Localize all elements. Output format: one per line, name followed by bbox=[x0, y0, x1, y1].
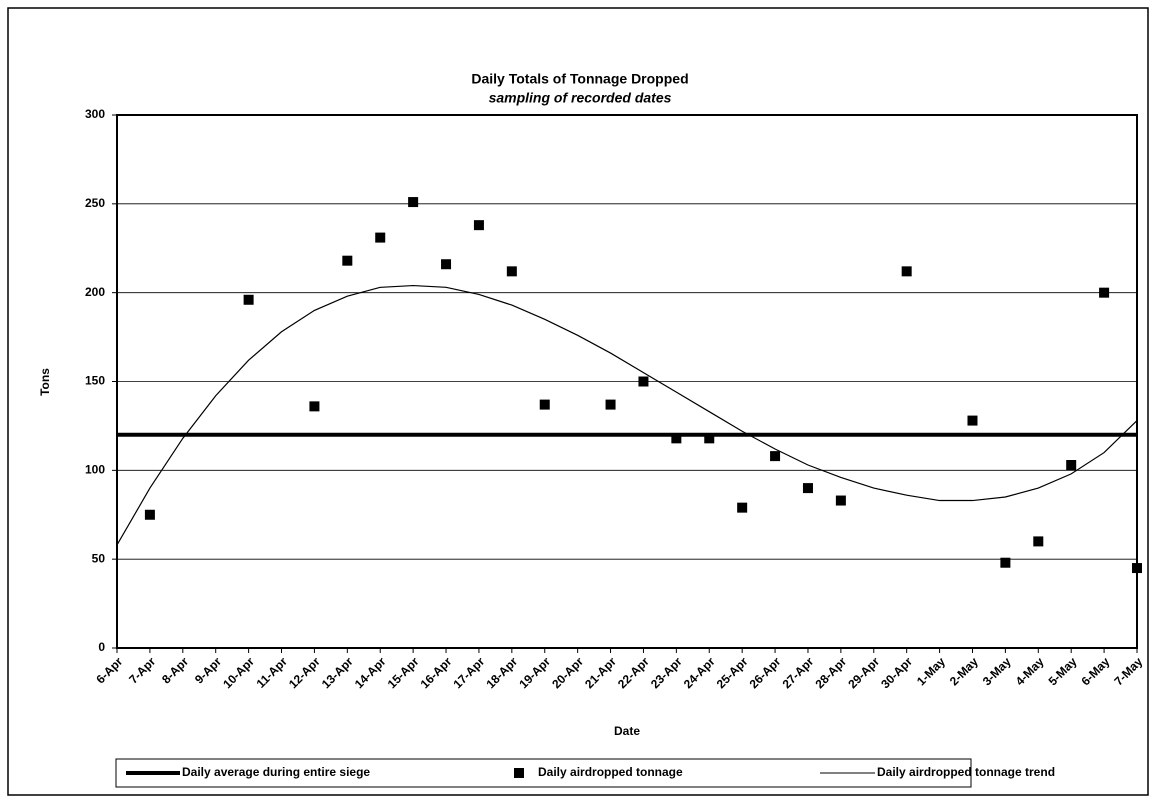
data-point bbox=[243, 294, 254, 305]
legend-label: Daily average during entire siege bbox=[182, 765, 370, 779]
x-axis-label: Date bbox=[614, 724, 640, 738]
x-tick-label: 6-May bbox=[1079, 654, 1113, 688]
data-point bbox=[901, 266, 912, 277]
x-tick-label: 24-Apr bbox=[681, 654, 718, 691]
data-point bbox=[967, 415, 978, 426]
x-tick-label: 5-May bbox=[1046, 654, 1080, 688]
data-point bbox=[835, 495, 846, 506]
data-point bbox=[473, 220, 484, 231]
data-point bbox=[737, 502, 748, 513]
x-tick-label: 22-Apr bbox=[615, 654, 652, 691]
x-tick-label: 29-Apr bbox=[845, 654, 882, 691]
legend-swatch bbox=[514, 768, 524, 778]
x-tick-label: 16-Apr bbox=[418, 654, 455, 691]
y-tick-label: 50 bbox=[92, 551, 106, 565]
data-point bbox=[506, 266, 517, 277]
x-tick-label: 1-May bbox=[914, 654, 948, 688]
data-point bbox=[1066, 460, 1077, 471]
chart-subtitle: sampling of recorded dates bbox=[489, 90, 672, 106]
data-point bbox=[408, 197, 419, 208]
x-tick-label: 2-May bbox=[947, 654, 981, 688]
x-tick-label: 13-Apr bbox=[319, 654, 356, 691]
data-point bbox=[375, 232, 386, 243]
y-tick-label: 0 bbox=[98, 640, 105, 654]
x-tick-label: 23-Apr bbox=[648, 654, 685, 691]
x-tick-label: 19-Apr bbox=[516, 654, 553, 691]
x-tick-label: 14-Apr bbox=[352, 654, 389, 691]
x-tick-label: 27-Apr bbox=[780, 654, 817, 691]
data-point bbox=[605, 399, 616, 410]
trend-line bbox=[116, 284, 1138, 546]
x-tick-label: 21-Apr bbox=[582, 654, 619, 691]
legend-label: Daily airdropped tonnage bbox=[538, 765, 683, 779]
y-axis-label: Tons bbox=[38, 368, 52, 396]
x-tick-label: 25-Apr bbox=[714, 654, 751, 691]
y-tick-label: 100 bbox=[85, 463, 105, 477]
x-tick-label: 30-Apr bbox=[878, 654, 915, 691]
y-tick-label: 150 bbox=[85, 374, 105, 388]
y-tick-label: 200 bbox=[85, 285, 105, 299]
x-tick-label: 7-Apr bbox=[126, 654, 158, 686]
data-point bbox=[342, 255, 353, 266]
data-point bbox=[441, 259, 452, 270]
x-tick-label: 26-Apr bbox=[747, 654, 784, 691]
data-point bbox=[1033, 536, 1044, 547]
x-tick-label: 7-May bbox=[1111, 654, 1145, 688]
data-point bbox=[770, 451, 781, 462]
data-point bbox=[309, 401, 320, 412]
data-point bbox=[704, 433, 715, 444]
x-tick-label: 8-Apr bbox=[159, 654, 191, 686]
x-tick-label: 17-Apr bbox=[451, 654, 488, 691]
y-tick-label: 250 bbox=[85, 196, 105, 210]
x-tick-label: 28-Apr bbox=[812, 654, 849, 691]
x-tick-label: 10-Apr bbox=[220, 654, 257, 691]
data-point bbox=[1000, 557, 1011, 568]
x-tick-label: 20-Apr bbox=[549, 654, 586, 691]
data-point bbox=[638, 376, 649, 387]
x-tick-label: 15-Apr bbox=[385, 654, 422, 691]
x-tick-label: 4-May bbox=[1013, 654, 1047, 688]
chart-title: Daily Totals of Tonnage Dropped bbox=[471, 71, 688, 87]
data-point bbox=[1132, 563, 1142, 574]
data-point bbox=[539, 399, 550, 410]
x-tick-label: 6-Apr bbox=[93, 654, 125, 686]
x-tick-label: 18-Apr bbox=[483, 654, 520, 691]
data-point bbox=[671, 433, 682, 444]
chart-border bbox=[7, 7, 1149, 796]
x-tick-label: 11-Apr bbox=[254, 654, 291, 691]
x-tick-label: 3-May bbox=[980, 654, 1014, 688]
legend-label: Daily airdropped tonnage trend bbox=[877, 765, 1055, 779]
data-point bbox=[144, 509, 155, 520]
x-tick-label: 12-Apr bbox=[286, 654, 323, 691]
y-tick-label: 300 bbox=[85, 107, 105, 121]
data-point bbox=[802, 483, 813, 494]
data-point bbox=[1099, 287, 1110, 298]
